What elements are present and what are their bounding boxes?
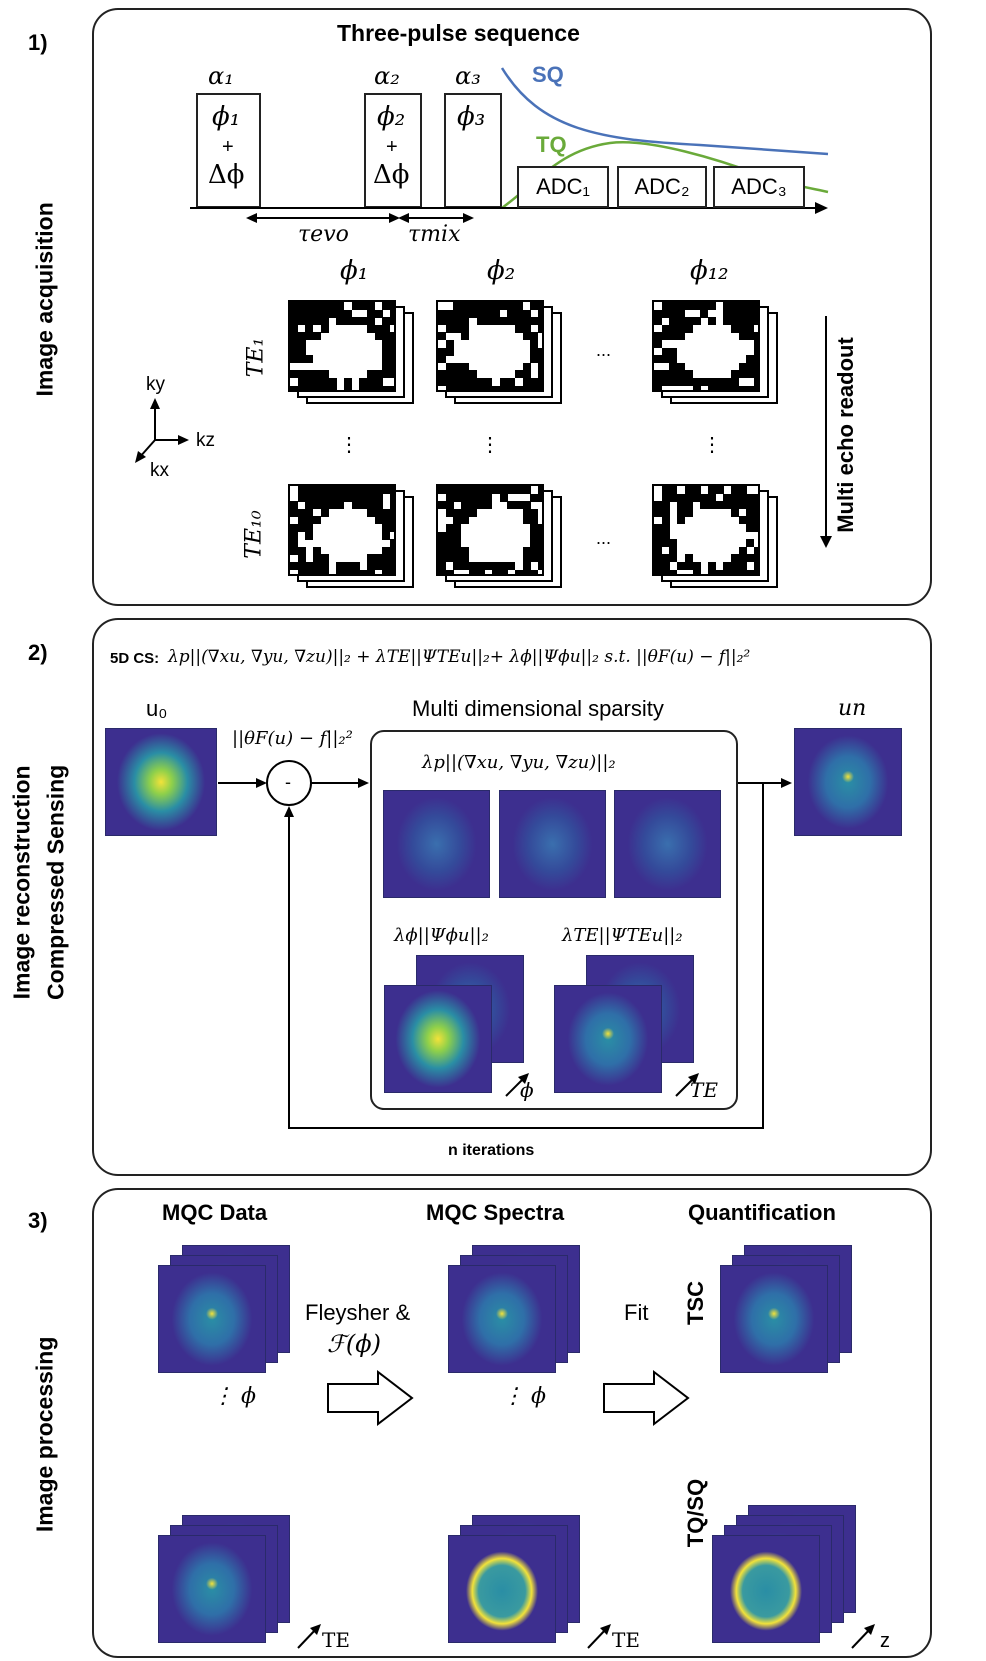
panel-2-number: 2) [28,640,48,665]
adc-3-box: ADC₃ [713,166,805,208]
tau-mix-label: τmix [408,222,461,247]
kspace-sample [652,300,760,392]
kspace-sample [436,484,544,576]
tq-sq-label: TQ/SQ [683,1478,709,1548]
tv-image-y [499,790,606,898]
adc-1-box: ADC₁ [517,166,609,208]
te-axis-spectra: TE [612,1628,640,1652]
cs-formula: λp||(∇xu, ∇yu, ∇zu)||₂ + λTE||ΨTEu||₂+ λ… [168,647,751,667]
processing-panel [92,1188,932,1658]
panel-1-number: 1) [28,30,48,55]
alpha-3-label: α₃ [455,62,481,90]
dots-row10-horizontal: ... [596,528,612,548]
te-axis-label: TE [690,1078,718,1102]
sparsity-title: Multi dimensional sparsity [412,696,664,721]
kspace-sample [288,300,396,392]
tsc-label: TSC [683,1281,708,1325]
column-phi-12: ϕ₁₂ [690,256,729,286]
phi-2-box-label: ϕ₂ [377,102,406,132]
col-mqc-spectra-title: MQC Spectra [426,1200,565,1225]
u0-label: u₀ [146,696,168,721]
kx-label: kx [150,460,169,481]
col-quantification-title: Quantification [688,1200,836,1225]
kspace-sample [436,300,544,392]
reconstruction-panel [92,618,932,1176]
delta-phi-2: Δϕ [373,160,410,190]
te-axis-data: TE [322,1628,350,1652]
residual-label: ||θF(u) − f||₂² [232,728,353,749]
sq-label: SQ [532,62,564,87]
te-term: λTE||ΨTEu||₂ [562,925,683,946]
dots-phi-spectra: ⋮ ϕ [502,1384,546,1409]
un-image [794,728,902,836]
kspace-sample [652,484,760,576]
plus-1: + [222,136,234,158]
phi-term: λϕ||Ψϕu||₂ [394,925,489,946]
dots-phi-data: ⋮ ϕ [212,1384,256,1409]
sequence-title: Three-pulse sequence [337,20,580,46]
adc-2-box: ADC₂ [617,166,707,208]
kz-label: kz [196,430,215,451]
te-stack-image [554,985,662,1093]
panel-3-number: 3) [28,1208,48,1233]
pulse-box-3 [444,93,502,208]
tv-image-z [614,790,721,898]
cs-prefix: 5D CS: [110,650,160,667]
col-mqc-data-title: MQC Data [162,1200,268,1225]
column-phi-1: ϕ₁ [340,256,369,286]
pulse-box-2 [364,93,422,208]
dots-row1-horizontal: ... [596,340,612,360]
fourier-label: ℱ(ϕ) [327,1330,381,1358]
tau-evo-label: τevo [298,222,349,247]
dots-col1-vertical: ⋮ [339,434,359,456]
delta-phi-1: Δϕ [208,160,245,190]
tq-label: TQ [536,132,567,157]
minus-sign: - [285,772,291,792]
z-axis: z [880,1630,890,1652]
iterations-label: n iterations [448,1142,535,1159]
phi-stack-image [384,985,492,1093]
un-label: un [838,696,867,721]
kspace-sample [288,484,396,576]
tv-term: λp||(∇xu, ∇yu, ∇zu)||₂ [422,752,616,773]
dots-col3-vertical: ⋮ [702,434,722,456]
fleysher-label: Fleysher & [305,1300,411,1325]
ky-label: ky [146,374,165,395]
phi-1-box-label: ϕ₁ [212,102,241,132]
dots-col2-vertical: ⋮ [480,434,500,456]
column-phi-2: ϕ₂ [487,256,516,286]
alpha-1-label: α₁ [208,62,234,90]
phi-axis-label: ϕ [520,1078,534,1102]
sparsity-box [370,730,738,1110]
alpha-2-label: α₂ [374,62,400,90]
mqc-data-bottom [158,1535,266,1643]
fit-label: Fit [624,1300,649,1325]
acquisition-panel [92,8,932,606]
mqc-data-top [158,1265,266,1373]
mqc-spectra-top [448,1265,556,1373]
tsc-image [720,1265,828,1373]
u0-image [105,728,217,836]
tv-image-x [383,790,490,898]
tq-sq-image [712,1535,820,1643]
mqc-spectra-bottom [448,1535,556,1643]
phi-3-box-label: ϕ₃ [457,102,486,132]
plus-2: + [386,136,398,158]
